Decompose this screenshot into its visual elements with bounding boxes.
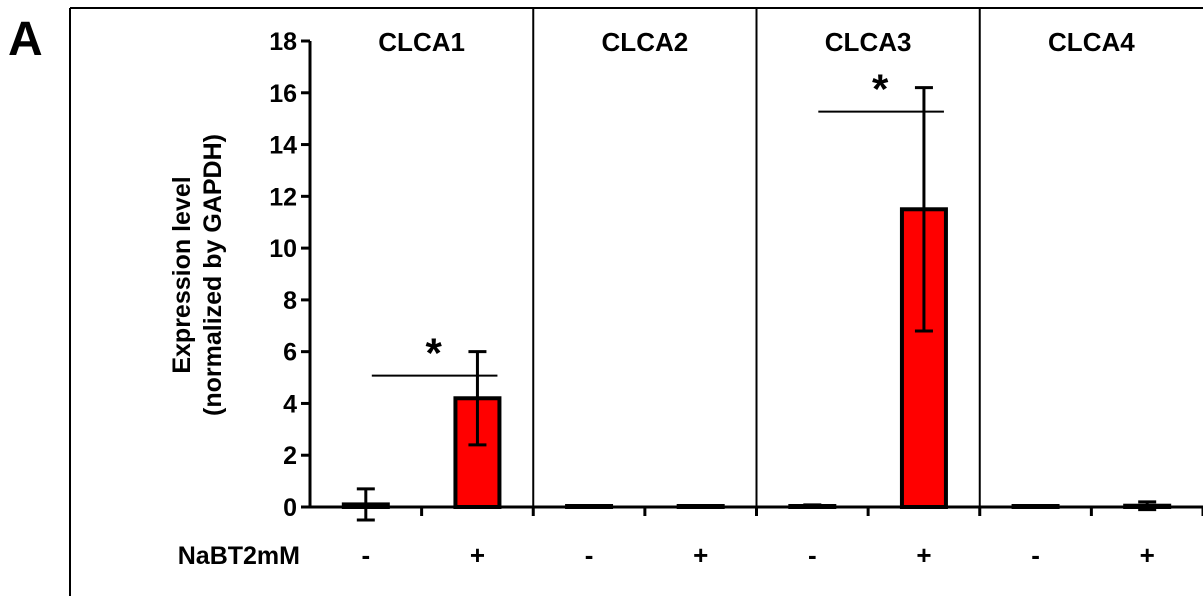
y-tick-label: 12 bbox=[269, 183, 297, 211]
y-axis-title: Expression level (normalized by GAPDH) bbox=[168, 134, 227, 416]
y-tick-label: 8 bbox=[283, 287, 297, 315]
condition-label: + bbox=[470, 540, 485, 570]
x-axis bbox=[310, 505, 1203, 516]
group-title: CLCA1 bbox=[378, 27, 465, 57]
group-clca1: CLCA1 * bbox=[341, 27, 502, 522]
y-axis: 0 2 4 6 8 10 12 14 16 18 bbox=[269, 28, 312, 522]
y-tick-label: 4 bbox=[283, 390, 297, 418]
group-clca4: CLCA4 bbox=[1011, 27, 1172, 512]
group-title: CLCA4 bbox=[1048, 27, 1135, 57]
condition-label: - bbox=[585, 540, 594, 570]
bar bbox=[565, 504, 614, 509]
y-tick-label: 14 bbox=[269, 132, 297, 160]
group-separators bbox=[532, 8, 981, 507]
y-tick-label: 10 bbox=[269, 235, 297, 263]
y-tick-label: 0 bbox=[283, 494, 297, 522]
significance-marker: * bbox=[425, 330, 442, 377]
condition-label: + bbox=[693, 540, 708, 570]
condition-labels: - + - + - + - + bbox=[361, 540, 1154, 570]
condition-label: - bbox=[361, 540, 370, 570]
y-tick-label: 2 bbox=[283, 442, 297, 470]
y-tick-label: 6 bbox=[283, 339, 297, 367]
bar bbox=[676, 504, 725, 509]
y-axis-label: Expression level bbox=[168, 176, 196, 373]
group-clca3: CLCA3 * bbox=[788, 27, 948, 510]
condition-label: + bbox=[916, 540, 931, 570]
group-clca2: CLCA2 bbox=[565, 27, 725, 509]
group-title: CLCA3 bbox=[825, 27, 912, 57]
y-axis-sublabel: (normalized by GAPDH) bbox=[199, 134, 227, 416]
significance-marker: * bbox=[872, 66, 889, 113]
y-tick-label: 18 bbox=[269, 28, 297, 56]
condition-label: - bbox=[808, 540, 817, 570]
group-title: CLCA2 bbox=[602, 27, 689, 57]
y-tick-label: 16 bbox=[269, 80, 297, 108]
panel-label: A bbox=[8, 13, 43, 66]
treatment-label: NaBT2mM bbox=[178, 542, 300, 570]
bar-groups: CLCA1 * CLCA2 CLCA3 * CLCA4 bbox=[341, 27, 1172, 522]
condition-label: + bbox=[1140, 540, 1155, 570]
condition-label: - bbox=[1031, 540, 1040, 570]
